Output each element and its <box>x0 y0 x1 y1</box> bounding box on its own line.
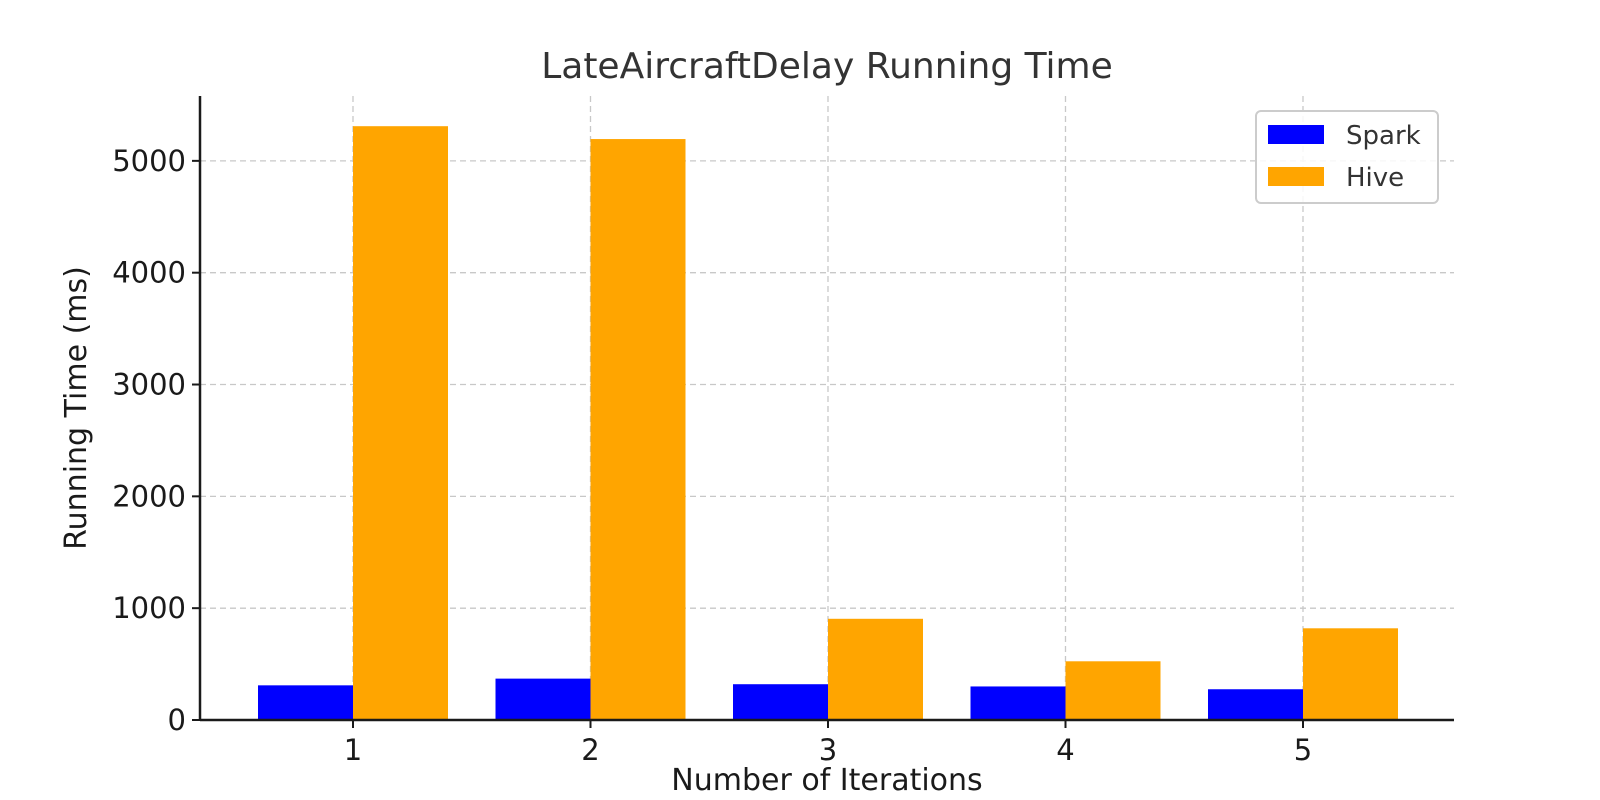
x-tick-label: 2 <box>581 733 599 767</box>
x-tick-label: 1 <box>344 733 362 767</box>
bar-hive-2 <box>590 139 686 720</box>
x-tick-label: 3 <box>819 733 837 767</box>
x-tick-label: 4 <box>1056 733 1074 767</box>
bar-hive-1 <box>353 126 448 721</box>
legend-label-spark: Spark <box>1346 121 1421 151</box>
legend-swatch-spark <box>1268 125 1324 144</box>
chart-title: LateAircraftDelay Running Time <box>541 46 1113 87</box>
y-tick-label: 1000 <box>112 591 186 625</box>
x-tick-label: 5 <box>1294 733 1312 767</box>
y-tick-label: 5000 <box>112 144 186 178</box>
legend-label-hive: Hive <box>1346 163 1404 193</box>
bar-hive-3 <box>828 618 923 720</box>
y-axis-label: Running Time (ms) <box>59 266 94 550</box>
bar-spark-1 <box>258 685 353 720</box>
bar-spark-2 <box>495 678 591 720</box>
bar-hive-4 <box>1065 661 1161 720</box>
y-tick-label: 3000 <box>112 368 186 402</box>
y-tick-label: 4000 <box>112 256 186 290</box>
y-tick-label: 2000 <box>112 479 186 513</box>
bar-hive-5 <box>1303 628 1398 720</box>
legend-swatch-hive <box>1268 167 1324 186</box>
bars <box>258 126 1398 721</box>
bar-spark-4 <box>970 686 1066 720</box>
bar-spark-5 <box>1208 689 1303 720</box>
y-tick-label: 0 <box>168 703 186 737</box>
x-axis-label: Number of Iterations <box>671 763 982 798</box>
ticks: 0 1000 2000 3000 4000 5000 1 2 3 4 5 <box>112 144 1312 767</box>
bar-spark-3 <box>733 684 828 720</box>
legend: Spark Hive <box>1255 110 1439 204</box>
